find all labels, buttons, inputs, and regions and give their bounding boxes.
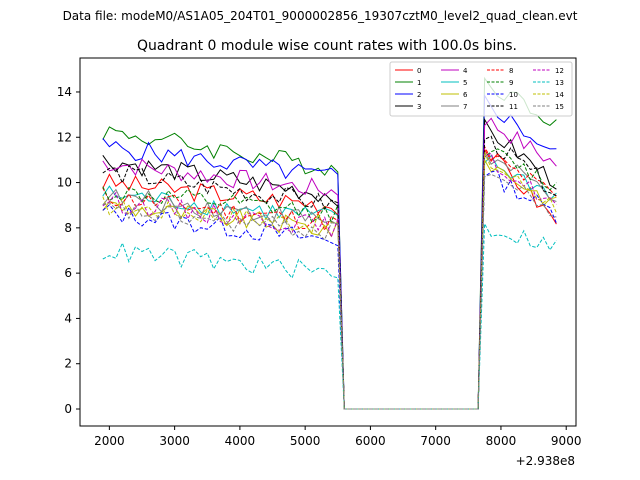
legend-label-10: 10 <box>509 91 518 99</box>
series-line-3 <box>102 117 557 410</box>
legend-label-2: 2 <box>417 91 421 99</box>
y-tick-label: 4 <box>64 311 72 325</box>
x-offset-label: +2.938e8 <box>516 454 575 468</box>
series-line-8 <box>102 144 557 410</box>
y-tick-label: 2 <box>64 357 72 371</box>
legend-box <box>389 61 573 117</box>
series-line-11 <box>102 135 557 410</box>
series-line-9 <box>102 148 557 410</box>
y-tick-label: 12 <box>57 130 72 144</box>
x-tick-label: 3000 <box>159 434 190 448</box>
y-tick-label: 0 <box>64 402 72 416</box>
x-tick-label: 5000 <box>290 434 321 448</box>
legend-label-3: 3 <box>417 103 421 111</box>
x-tick-label: 8000 <box>486 434 517 448</box>
series-line-14 <box>102 152 557 410</box>
legend-label-7: 7 <box>463 103 467 111</box>
series-line-4 <box>102 117 557 410</box>
x-tick-label: 2000 <box>94 434 125 448</box>
series-line-6 <box>102 157 557 410</box>
x-tick-label: 6000 <box>355 434 386 448</box>
y-axis: 0 2 4 6 8 10 12 14 <box>57 85 80 416</box>
legend-label-1: 1 <box>417 79 421 87</box>
legend-label-8: 8 <box>509 67 513 75</box>
chart-title: Quadrant 0 module wise count rates with … <box>137 38 517 54</box>
x-axis: 2000 3000 4000 5000 6000 7000 8000 9000 <box>94 426 581 448</box>
series-line-0 <box>102 147 557 410</box>
legend-label-4: 4 <box>463 67 468 75</box>
legend-label-9: 9 <box>509 79 513 87</box>
x-tick-label: 4000 <box>225 434 256 448</box>
legend-label-11: 11 <box>509 103 518 111</box>
axes-frame <box>79 57 577 427</box>
x-tick-label: 7000 <box>420 434 451 448</box>
legend-label-5: 5 <box>463 79 467 87</box>
chart-supertitle: Data file: modeM0/AS1A05_204T01_90000028… <box>63 9 578 23</box>
legend-label-15: 15 <box>555 103 564 111</box>
legend-label-12: 12 <box>555 67 564 75</box>
x-tick-label: 9000 <box>551 434 582 448</box>
y-tick-label: 6 <box>64 266 72 280</box>
y-tick-label: 10 <box>57 176 72 190</box>
series-line-15 <box>102 173 557 410</box>
y-tick-label: 8 <box>64 221 72 235</box>
legend-label-14: 14 <box>555 91 564 99</box>
plot-area <box>102 76 557 410</box>
y-tick-label: 14 <box>57 85 72 99</box>
legend-label-0: 0 <box>417 67 421 75</box>
series-line-13 <box>102 221 557 410</box>
series-line-10 <box>102 169 557 410</box>
series-line-2 <box>102 93 557 410</box>
legend-label-13: 13 <box>555 79 564 87</box>
series-line-12 <box>102 152 557 410</box>
legend-label-6: 6 <box>463 91 468 99</box>
series-line-1 <box>102 76 557 410</box>
